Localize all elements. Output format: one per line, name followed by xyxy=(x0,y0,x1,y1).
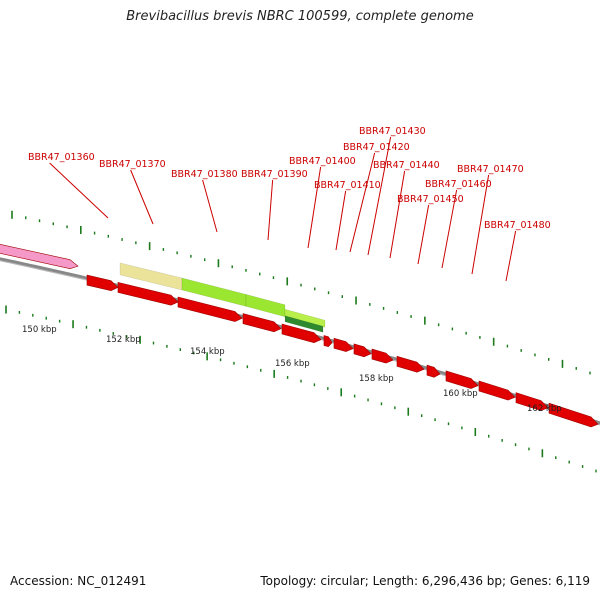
leader-line xyxy=(202,179,218,233)
gene-label: BBR47_01440 xyxy=(373,160,440,171)
genome-summary-text: Topology: circular; Length: 6,296,436 bp… xyxy=(260,574,590,588)
gene-arrow xyxy=(396,355,425,373)
gene-arrow xyxy=(86,274,119,292)
gene-arrow xyxy=(515,392,549,411)
gene-arrow xyxy=(242,313,282,333)
gene-arrow xyxy=(281,323,322,344)
gene-label: BBR47_01370 xyxy=(99,159,166,170)
gene-label: BBR47_01420 xyxy=(343,142,410,153)
gene-arrow xyxy=(117,282,179,306)
dark-green-feature xyxy=(284,315,324,333)
pink-feature-arrow xyxy=(0,243,79,270)
scale-label: 160 kbp xyxy=(443,389,478,399)
gene-arrow xyxy=(445,370,479,389)
label-leader-lines xyxy=(49,136,517,282)
inner-tick-ring xyxy=(5,305,597,473)
gene-arrow xyxy=(371,348,394,364)
gene-label: BBR47_01380 xyxy=(171,169,238,180)
leader-line xyxy=(349,152,376,253)
gene-label: BBR47_01410 xyxy=(314,180,381,191)
lime-feature-3 xyxy=(284,308,326,328)
gene-arrow xyxy=(478,380,516,401)
leader-line xyxy=(130,169,154,225)
accession-text: Accession: NC_012491 xyxy=(10,574,147,588)
gene-label: BBR47_01450 xyxy=(397,194,464,205)
scale-label: 154 kbp xyxy=(190,347,225,357)
gene-label: BBR47_01470 xyxy=(457,164,524,175)
leader-line xyxy=(335,190,347,251)
scale-labels: 150 kbp 152 kbp 154 kbp 156 kbp 158 kbp 160 k… xyxy=(22,325,562,414)
leader-line xyxy=(49,162,109,219)
scale-label: 156 kbp xyxy=(275,359,310,369)
gene-arrow xyxy=(323,335,333,348)
leader-line xyxy=(267,179,274,241)
genome-title: Brevibacillus brevis NBRC 100599, comple… xyxy=(126,9,474,24)
gene-arrow xyxy=(333,337,354,352)
feature-track xyxy=(0,243,599,428)
gene-arrow xyxy=(177,296,243,322)
gene-label: BBR47_01460 xyxy=(425,179,492,190)
gene-arrow xyxy=(353,343,372,358)
scale-label: 152 kbp xyxy=(106,335,141,345)
leader-line xyxy=(367,136,392,256)
gene-arrow xyxy=(548,402,599,428)
gene-label: BBR47_01400 xyxy=(289,156,356,167)
leader-line xyxy=(441,189,458,269)
scale-label: 162 kbp xyxy=(527,404,562,414)
gene-arrow xyxy=(426,364,441,378)
gene-label: BBR47_01390 xyxy=(241,169,308,180)
gene-label: BBR47_01360 xyxy=(28,152,95,163)
outer-tick-ring xyxy=(11,210,591,375)
leader-line xyxy=(471,174,490,275)
leader-line xyxy=(389,170,406,259)
gene-label: BBR47_01430 xyxy=(359,126,426,137)
gene-label: BBR47_01480 xyxy=(484,220,551,231)
scale-label: 150 kbp xyxy=(22,325,57,335)
leader-line xyxy=(307,166,322,249)
leader-line xyxy=(505,230,517,282)
leader-line xyxy=(417,204,430,265)
lime-feature-2 xyxy=(245,294,286,318)
scale-label: 158 kbp xyxy=(359,374,394,384)
